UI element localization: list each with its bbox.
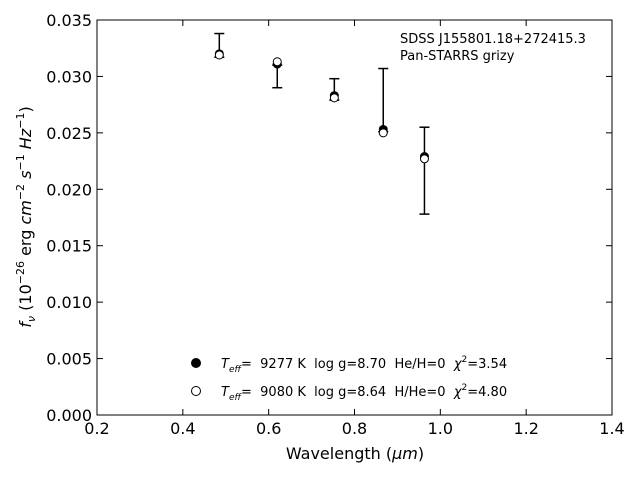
legend: Teff= 9277 K log g=8.70 He/H=0 χ2=3.54 T… (191, 355, 507, 403)
y-tick-label: 0.015 (46, 237, 92, 256)
axis-ticks: 0.2 0.4 0.6 0.8 1.0 1.2 1.4 0.000 0.005 0.010 0.01… (46, 11, 625, 438)
x-tick-label: 0.6 (256, 419, 281, 438)
open-model-point (378, 128, 388, 138)
legend-entry-1: Teff= 9277 K log g=8.70 He/H=0 χ2=3.54 (221, 355, 507, 375)
y-tick-label: 0.005 (46, 350, 92, 369)
y-tick-label: 0.010 (46, 293, 92, 312)
object-name-annotation: SDSS J155801.18+272415.3 (400, 32, 586, 47)
x-axis-label: Wavelength (μm) (286, 444, 424, 463)
open-model-point (329, 93, 339, 103)
legend-entry-2: Teff= 9080 K log g=8.64 H/He=0 χ2=4.80 (221, 383, 507, 403)
y-axis-label: fν (10−26 erg cm−2 s−1 Hz−1) (14, 106, 38, 327)
x-tick-label: 1.4 (599, 419, 624, 438)
legend-marker-filled (191, 358, 201, 368)
error-bars (214, 32, 430, 215)
open-model-point (272, 57, 282, 67)
open-model-point (214, 50, 224, 60)
y-tick-label: 0.000 (46, 406, 92, 425)
x-tick-label: 0.2 (84, 419, 109, 438)
y-tick-label: 0.030 (46, 67, 92, 86)
x-tick-label: 0.8 (342, 419, 367, 438)
open-model-point (419, 154, 429, 164)
x-tick-label: 1.0 (428, 419, 453, 438)
survey-annotation: Pan-STARRS grizy (400, 49, 515, 64)
x-tick-label: 1.2 (513, 419, 538, 438)
y-tick-label: 0.035 (46, 11, 92, 30)
x-tick-label: 0.4 (170, 419, 195, 438)
data-markers (214, 49, 429, 164)
y-tick-label: 0.020 (46, 180, 92, 199)
legend-marker-open (191, 386, 201, 396)
plot-area-frame (96, 19, 613, 416)
y-tick-label: 0.025 (46, 124, 92, 143)
